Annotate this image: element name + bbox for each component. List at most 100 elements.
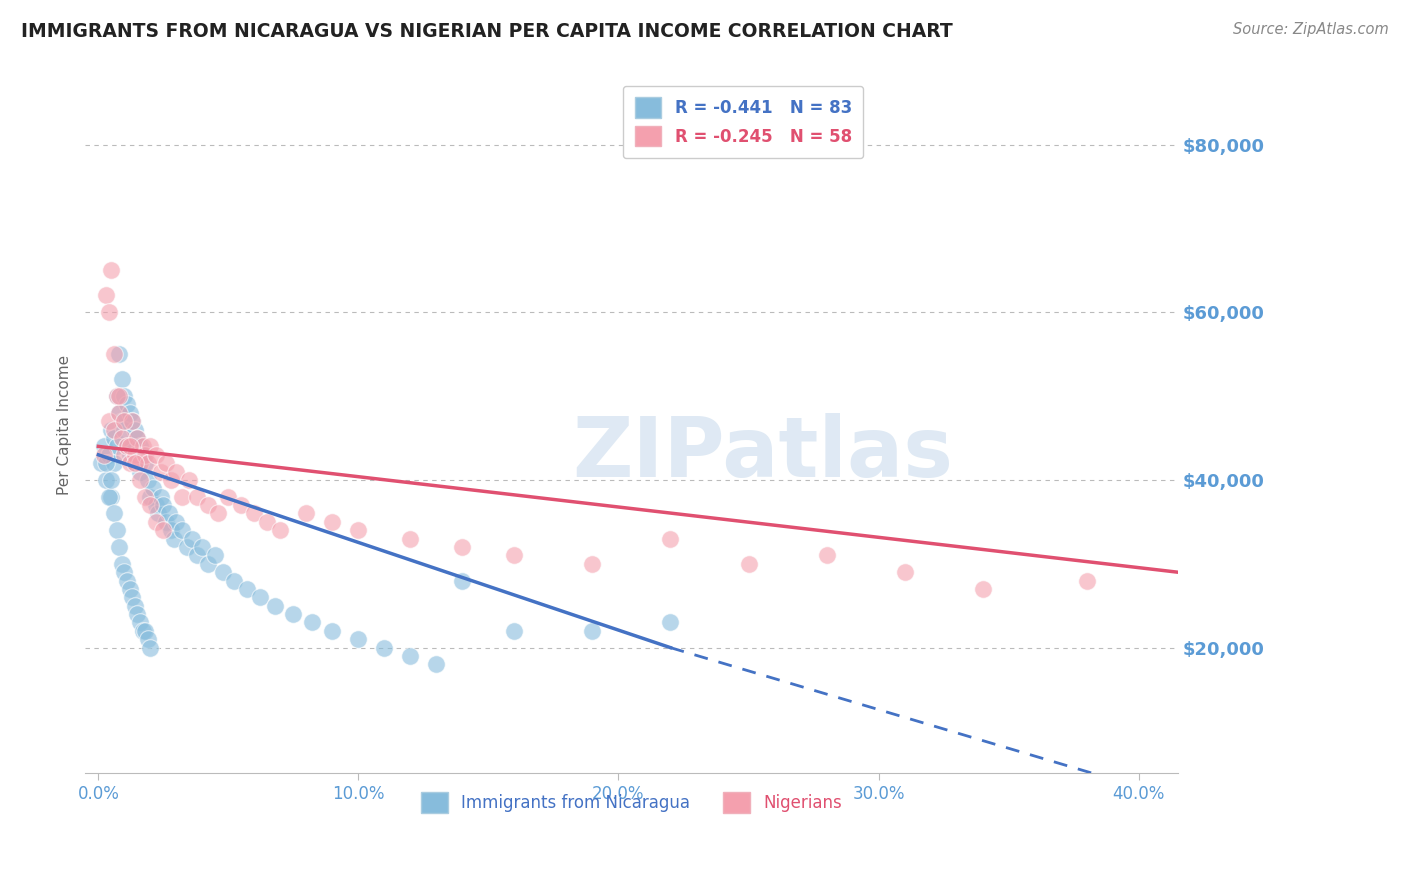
Point bbox=[129, 456, 152, 470]
Point bbox=[105, 389, 128, 403]
Point bbox=[118, 448, 141, 462]
Point bbox=[235, 582, 257, 596]
Point bbox=[108, 406, 131, 420]
Point bbox=[581, 557, 603, 571]
Point bbox=[197, 557, 219, 571]
Point bbox=[165, 465, 187, 479]
Point bbox=[131, 448, 153, 462]
Point bbox=[136, 473, 159, 487]
Point bbox=[503, 549, 526, 563]
Point bbox=[581, 624, 603, 638]
Point bbox=[115, 574, 138, 588]
Point bbox=[451, 540, 474, 554]
Point bbox=[103, 507, 125, 521]
Point bbox=[121, 591, 143, 605]
Point bbox=[103, 423, 125, 437]
Point bbox=[90, 456, 112, 470]
Point bbox=[136, 456, 159, 470]
Point bbox=[127, 607, 149, 621]
Point bbox=[112, 414, 135, 428]
Point bbox=[111, 414, 134, 428]
Point bbox=[373, 640, 395, 655]
Point bbox=[105, 439, 128, 453]
Point bbox=[115, 439, 138, 453]
Point bbox=[97, 490, 120, 504]
Point bbox=[108, 406, 131, 420]
Point bbox=[399, 648, 422, 663]
Point bbox=[112, 423, 135, 437]
Text: Source: ZipAtlas.com: Source: ZipAtlas.com bbox=[1233, 22, 1389, 37]
Point bbox=[105, 523, 128, 537]
Point bbox=[96, 456, 118, 470]
Point bbox=[127, 431, 149, 445]
Point bbox=[96, 288, 118, 302]
Point bbox=[152, 523, 174, 537]
Point bbox=[129, 465, 152, 479]
Point bbox=[222, 574, 245, 588]
Point bbox=[145, 498, 167, 512]
Point bbox=[148, 507, 170, 521]
Point bbox=[165, 515, 187, 529]
Point bbox=[142, 481, 165, 495]
Point bbox=[93, 439, 115, 453]
Point bbox=[503, 624, 526, 638]
Point bbox=[212, 565, 235, 579]
Point bbox=[249, 591, 271, 605]
Point bbox=[176, 540, 198, 554]
Point bbox=[103, 431, 125, 445]
Point bbox=[256, 515, 278, 529]
Point bbox=[207, 507, 229, 521]
Point bbox=[127, 431, 149, 445]
Point bbox=[97, 305, 120, 319]
Point bbox=[134, 624, 156, 638]
Point bbox=[425, 657, 447, 672]
Point bbox=[100, 263, 122, 277]
Point bbox=[111, 372, 134, 386]
Point bbox=[131, 439, 153, 453]
Point bbox=[186, 490, 208, 504]
Point bbox=[451, 574, 474, 588]
Point bbox=[160, 473, 183, 487]
Point bbox=[139, 439, 162, 453]
Point bbox=[111, 557, 134, 571]
Point bbox=[1076, 574, 1098, 588]
Point bbox=[283, 607, 305, 621]
Point bbox=[100, 490, 122, 504]
Point bbox=[111, 431, 134, 445]
Point bbox=[103, 347, 125, 361]
Point bbox=[815, 549, 838, 563]
Point bbox=[118, 439, 141, 453]
Y-axis label: Per Capita Income: Per Capita Income bbox=[58, 355, 72, 495]
Point bbox=[160, 523, 183, 537]
Point bbox=[112, 565, 135, 579]
Point bbox=[186, 549, 208, 563]
Point bbox=[129, 439, 152, 453]
Point bbox=[204, 549, 226, 563]
Point bbox=[139, 640, 162, 655]
Point bbox=[103, 456, 125, 470]
Point bbox=[149, 490, 172, 504]
Point bbox=[121, 439, 143, 453]
Point bbox=[191, 540, 214, 554]
Point bbox=[157, 507, 180, 521]
Point bbox=[118, 406, 141, 420]
Point bbox=[149, 465, 172, 479]
Point bbox=[155, 456, 177, 470]
Point bbox=[97, 414, 120, 428]
Point bbox=[129, 615, 152, 630]
Point bbox=[112, 448, 135, 462]
Point bbox=[121, 414, 143, 428]
Point bbox=[179, 473, 201, 487]
Point bbox=[659, 615, 682, 630]
Point bbox=[100, 423, 122, 437]
Point bbox=[139, 498, 162, 512]
Point bbox=[134, 448, 156, 462]
Point bbox=[231, 498, 253, 512]
Point bbox=[108, 389, 131, 403]
Point bbox=[131, 624, 153, 638]
Point bbox=[121, 414, 143, 428]
Text: ZIPatlas: ZIPatlas bbox=[572, 413, 953, 494]
Point bbox=[659, 532, 682, 546]
Point bbox=[124, 456, 146, 470]
Point bbox=[264, 599, 287, 613]
